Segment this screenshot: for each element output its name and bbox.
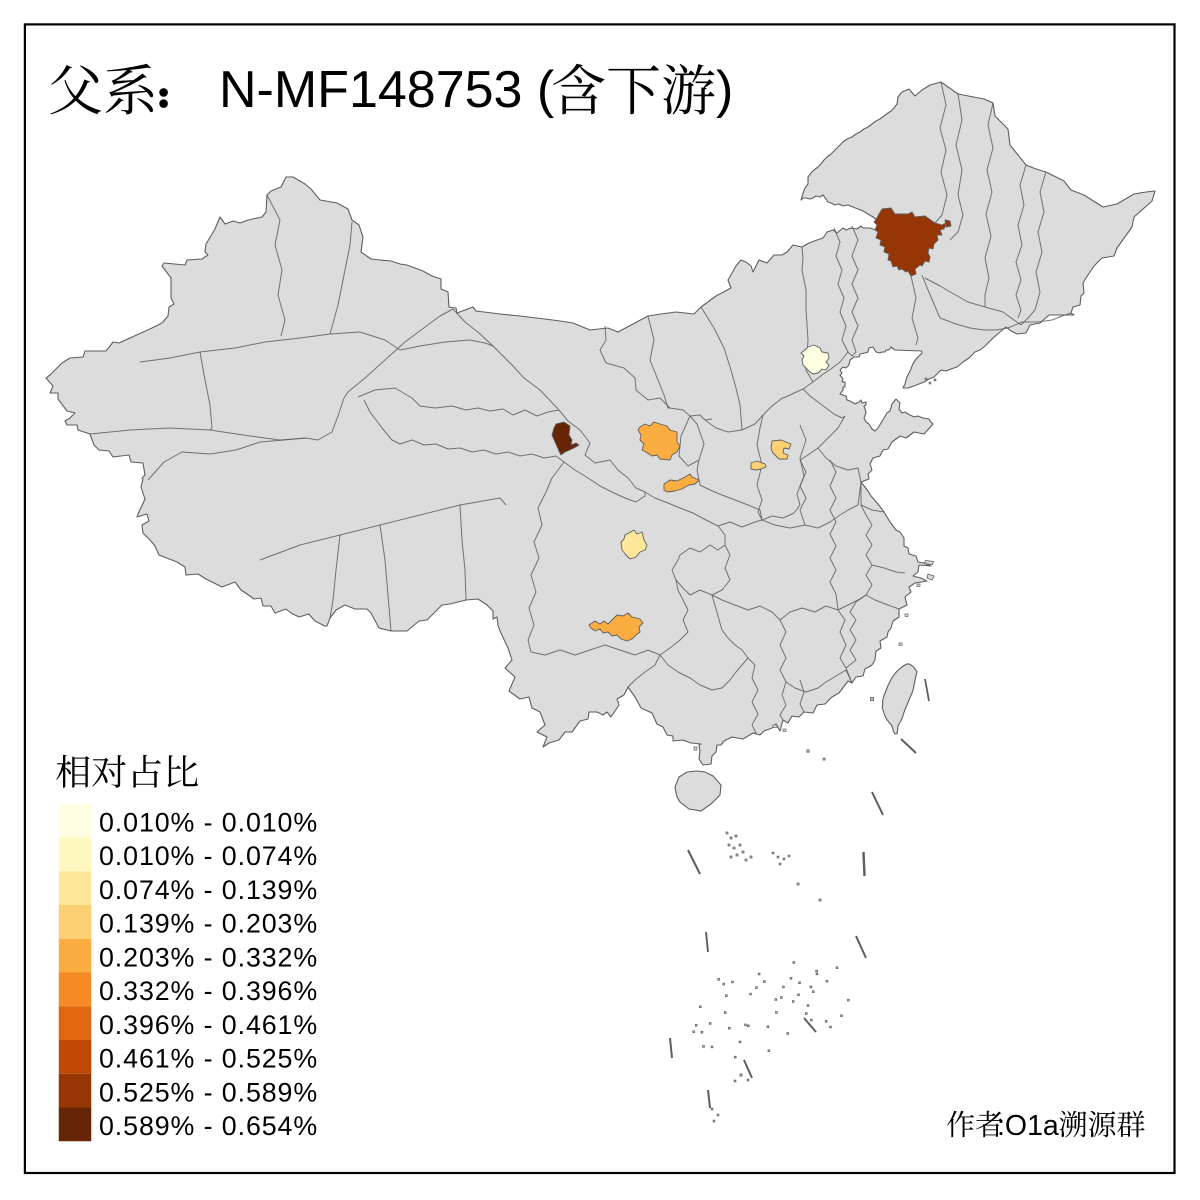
svg-text:0.332% - 0.396%: 0.332% - 0.396% [99,976,318,1006]
svg-text:0.203% - 0.332%: 0.203% - 0.332% [99,942,318,972]
svg-text::O1a: :O1a [997,1110,1059,1142]
svg-text:0.461% - 0.525%: 0.461% - 0.525% [99,1044,318,1074]
svg-text:0.396% - 0.461%: 0.396% - 0.461% [99,1010,318,1040]
svg-text:): ) [716,61,733,119]
svg-text:0.074% - 0.139%: 0.074% - 0.139% [99,875,318,905]
svg-text:0.525% - 0.589%: 0.525% - 0.589% [99,1077,318,1107]
svg-text:0.010% - 0.010%: 0.010% - 0.010% [99,807,318,837]
svg-text:0.010% - 0.074%: 0.010% - 0.074% [99,841,318,871]
svg-text:N-MF148753 (: N-MF148753 ( [219,61,555,119]
svg-text:0.589% - 0.654%: 0.589% - 0.654% [99,1111,318,1141]
svg-text:0.139% - 0.203%: 0.139% - 0.203% [99,909,318,939]
